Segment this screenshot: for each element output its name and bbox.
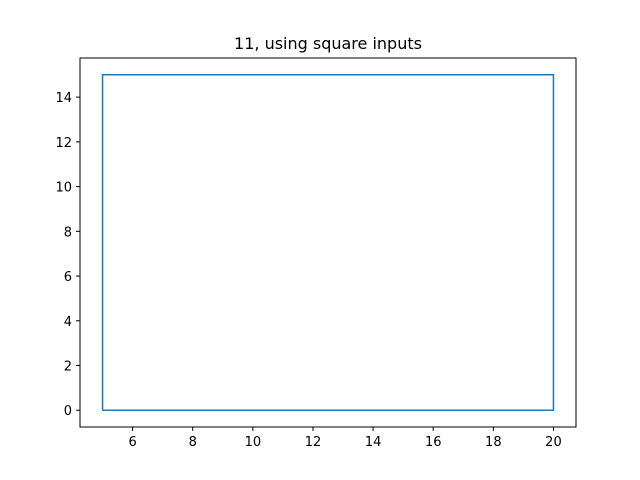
x-tick-label: 12 (305, 435, 322, 450)
y-tick-label: 0 (64, 404, 72, 419)
x-tick-label: 20 (545, 435, 562, 450)
x-tick-label: 18 (485, 435, 502, 450)
plot-area (101, 74, 555, 411)
x-tick-label: 6 (128, 435, 136, 450)
series-line-0 (101, 74, 555, 411)
axes-frame (79, 57, 577, 428)
x-tick-label: 8 (189, 435, 197, 450)
x-axis: 6 8 10 12 14 16 18 20 (128, 427, 562, 450)
x-tick-label: 16 (425, 435, 442, 450)
y-tick-label: 6 (64, 270, 72, 285)
y-tick-label: 12 (55, 136, 72, 151)
y-tick-label: 2 (64, 360, 72, 375)
x-tick-label: 14 (365, 435, 382, 450)
y-tick-label: 10 (55, 181, 72, 196)
y-tick-label: 8 (64, 225, 72, 240)
y-tick-label: 4 (64, 315, 72, 330)
y-axis: 0 2 4 6 8 10 12 14 (55, 91, 80, 419)
y-tick-label: 14 (55, 91, 72, 106)
chart-title: 11, using square inputs (234, 34, 422, 53)
x-tick-label: 10 (245, 435, 262, 450)
